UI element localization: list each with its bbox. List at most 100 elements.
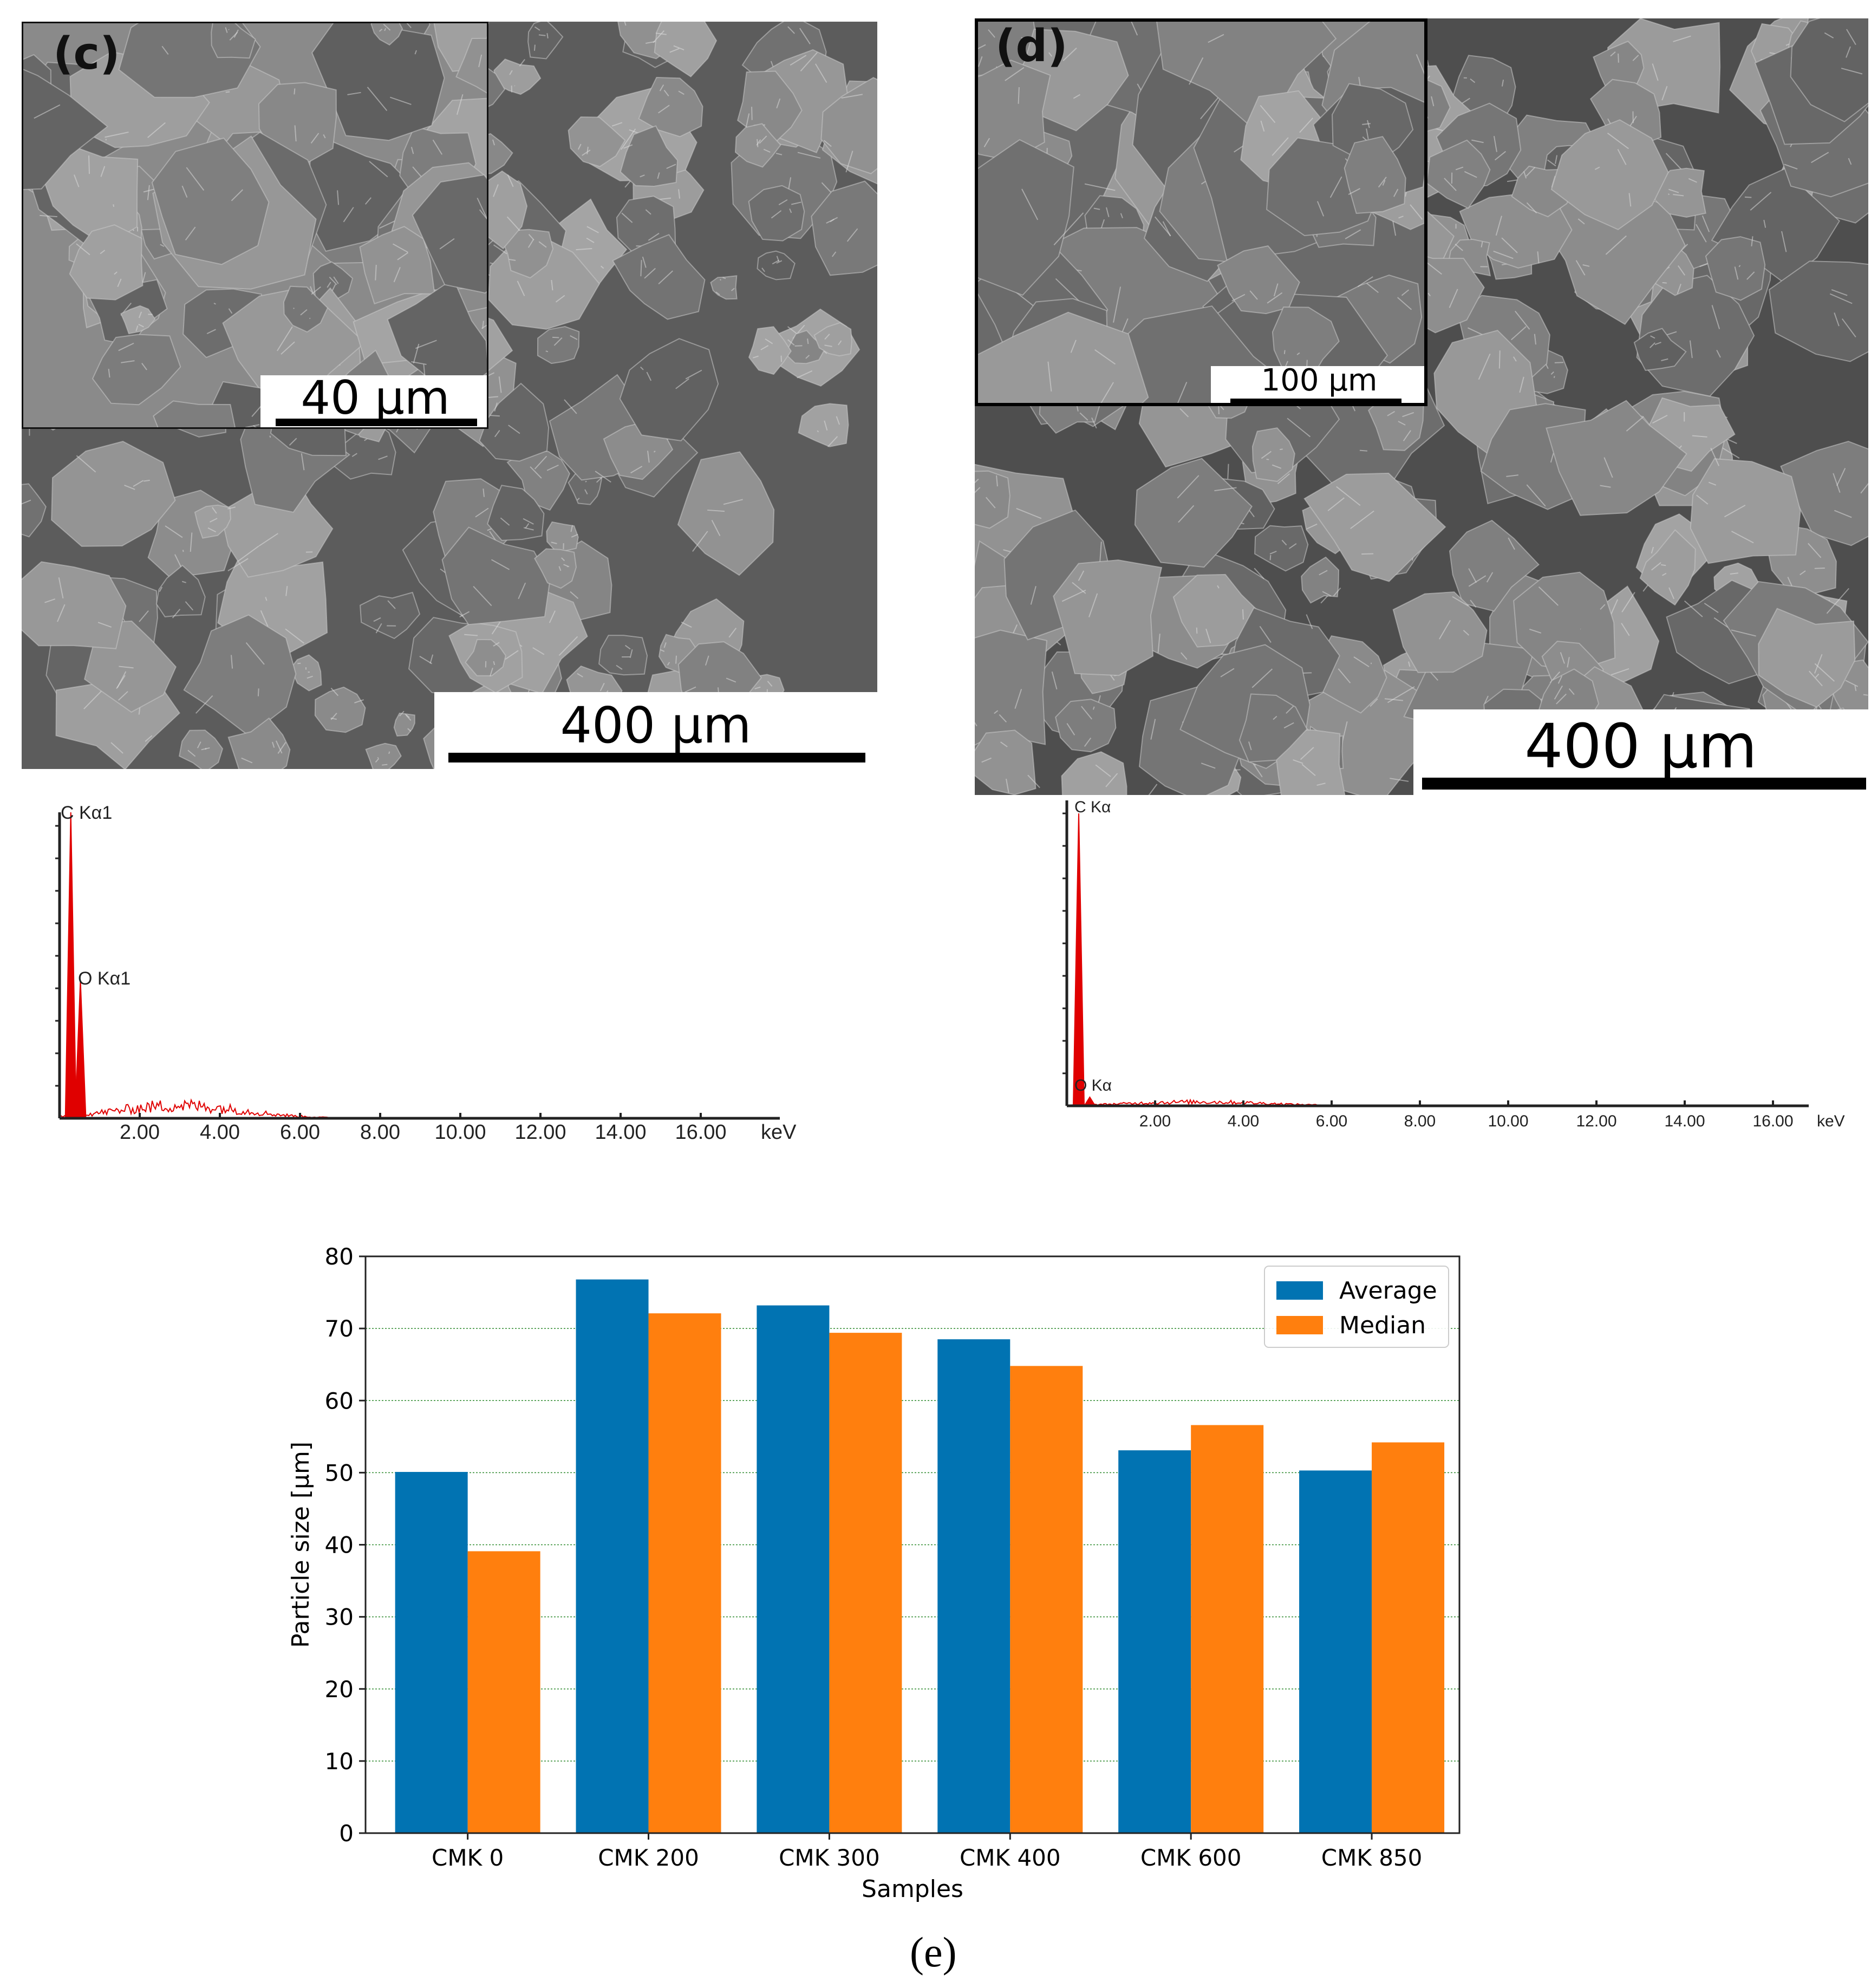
sem-ridge (1810, 152, 1829, 164)
chart-y-tick-label: 70 (325, 1315, 354, 1342)
bar-median-cmk-850 (1372, 1442, 1445, 1833)
sem-ridge (558, 566, 562, 571)
sem-ridge (1526, 202, 1537, 214)
sem-ridge (1808, 543, 1822, 558)
sem-ridge (1463, 630, 1470, 636)
sem-particle (69, 224, 144, 301)
sem-ridge (518, 582, 526, 599)
sem-ridge (754, 686, 761, 689)
sem-particle (365, 742, 402, 769)
sem-ridge (1621, 592, 1635, 612)
sem-particle (1546, 400, 1687, 516)
sem-ridge (181, 581, 186, 583)
sem-ridge (570, 525, 573, 532)
sem-ridge (663, 642, 667, 648)
sem-particle (748, 185, 805, 242)
sem-ridge (490, 415, 500, 417)
sem-ridge (1214, 487, 1237, 492)
sem-particle (811, 180, 877, 276)
sem-ridge (678, 90, 684, 95)
sem-ridge (333, 276, 339, 284)
sem-ridge (1316, 783, 1326, 786)
sem-ridge (765, 338, 773, 344)
sem-particle (359, 226, 435, 305)
eds-x-tick-label: 10.00 (434, 1121, 486, 1144)
sem-ridge (1205, 628, 1211, 643)
sem-ridge (135, 325, 139, 331)
sem-ridge (1178, 505, 1195, 523)
sem-ridge (1267, 292, 1283, 304)
sem-ridge (1523, 171, 1527, 179)
sem-ridge (1567, 657, 1570, 668)
eds-x-tick-label: 2.00 (1139, 1112, 1171, 1130)
sem-ridge (1070, 340, 1077, 353)
sem-ridge (399, 711, 405, 716)
sem-ridge (118, 342, 134, 351)
sem-particle (455, 37, 487, 94)
sem-ridge (1621, 623, 1630, 636)
sem-ridge (1845, 680, 1859, 687)
sem-ridge (118, 691, 128, 701)
sem-ridge (517, 281, 525, 296)
sem-particle (638, 76, 703, 138)
eds-spectrum-c: 2.00 4.00 6.00 8.00 10.00 12.00 14.00 16.00 C K… (55, 803, 797, 1144)
sem-ridge (673, 45, 684, 51)
sem-ridge (378, 455, 388, 460)
sem-ridge (1506, 474, 1518, 477)
sem-ridge (1526, 484, 1546, 507)
sem-particle (1426, 139, 1491, 209)
sem-ridge (311, 286, 321, 295)
sem-ridge (459, 611, 470, 618)
chart-y-tick-label: 30 (325, 1604, 354, 1631)
sem-ridge (1100, 219, 1105, 229)
panel-c: 40 μm (c) 400 μm (22, 22, 877, 769)
sem-ridge (419, 656, 433, 664)
sem-ridge (681, 621, 692, 628)
sem-ridge (1366, 128, 1369, 140)
sem-ridge (483, 488, 485, 497)
sem-particle (283, 285, 329, 333)
sem-ridge (1390, 778, 1409, 782)
sem-ridge (1361, 553, 1374, 555)
sem-ridge (509, 259, 516, 261)
sem-particle (654, 22, 718, 77)
sem-ridge (1831, 289, 1848, 296)
sem-ridge (100, 166, 106, 177)
sem-ridge (494, 430, 500, 438)
sem-ridge (647, 451, 650, 463)
sem-ridge (621, 212, 633, 223)
sem-ridge (73, 174, 80, 187)
sem-ridge (185, 226, 196, 241)
sem-ridge (165, 525, 183, 538)
sem-ridge (640, 174, 645, 178)
sem-ridge (1731, 531, 1754, 544)
sem-ridge (144, 479, 150, 482)
sem-ridge (1030, 586, 1036, 605)
inset-texture-d (978, 22, 1424, 403)
sem-ridge (1220, 668, 1235, 677)
sem-particle (1217, 245, 1300, 315)
sem-ridge (1300, 747, 1314, 760)
sem-ridge (1092, 706, 1095, 710)
sem-ridge (577, 497, 580, 501)
sem-ridge (1611, 668, 1629, 676)
sem-ridge (1824, 32, 1834, 38)
eds-spectrum-trace-d (1066, 813, 1530, 1107)
sem-ridge (1398, 421, 1406, 426)
sem-ridge (1072, 582, 1086, 594)
sem-ridge (1387, 410, 1396, 416)
sem-ridge (1350, 510, 1374, 529)
sem-ridge (586, 237, 595, 243)
eds-x-tick-label: 16.00 (1752, 1112, 1793, 1130)
sem-ridge (479, 209, 487, 220)
panel-d: 100 μm (d) 400 μm (975, 18, 1868, 795)
sem-ridge (375, 265, 377, 281)
sem-ridge (1829, 293, 1853, 304)
sem-ridge (1269, 555, 1272, 560)
sem-ridge (986, 497, 996, 509)
sem-ridge (1610, 51, 1616, 57)
sem-ridge (611, 122, 623, 127)
sem-ridge (552, 336, 559, 338)
sem-ridge (800, 52, 818, 71)
sem-ridge (1582, 264, 1590, 267)
